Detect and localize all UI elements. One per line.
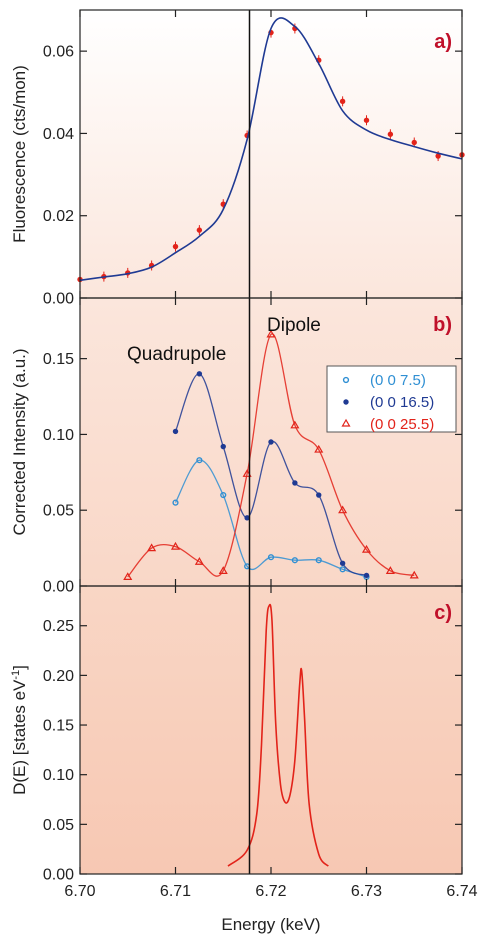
ytick-label-c-5: 0.25 xyxy=(43,618,74,635)
series-a-0-point-15 xyxy=(435,153,441,159)
ytick-label-c-2: 0.10 xyxy=(43,767,74,784)
axis-ticks: 0.00 0.02 0.04 0.06 0.00 0.05 0.10 0.15 0.00 0.05… xyxy=(43,10,478,900)
series-b-2-point-10 xyxy=(361,544,372,553)
series-b-2-point-9 xyxy=(338,505,348,514)
series-b-2-point-7 xyxy=(290,420,300,429)
series-b-1-fit-line xyxy=(174,373,367,577)
xtick-label-1: 6.71 xyxy=(160,883,191,900)
series-b-2-point-2 xyxy=(170,541,181,550)
series-b-0-point-2 xyxy=(220,491,227,499)
series-a-0-point-5 xyxy=(196,227,203,233)
series-b-1-point-3 xyxy=(244,515,250,521)
panel-b-tag: b) xyxy=(433,314,452,336)
y-axis-title-a: Fluorescence (cts/mon) xyxy=(10,65,29,243)
ytick-label-c-0: 0.00 xyxy=(43,867,74,884)
legend-label-0-0-16-5: (0 0 16.5) xyxy=(370,394,434,411)
legend-box: (0 0 7.5) (0 0 16.5) (0 0 25.5) xyxy=(326,365,457,433)
series-b-2-point-3 xyxy=(194,557,204,565)
series-a-0-point-11 xyxy=(339,98,346,105)
series-b-0-point-5 xyxy=(291,557,298,564)
panel-a-tag: a) xyxy=(434,31,452,53)
y-axis-title-c-suffix: ] xyxy=(10,665,29,670)
ytick-label-b-0: 0.00 xyxy=(43,579,74,596)
ytick-label-a-3: 0.06 xyxy=(43,44,74,61)
legend-marker-0-0-25-5 xyxy=(341,418,351,427)
ytick-label-a-1: 0.02 xyxy=(43,208,74,225)
series-b-1-point-1 xyxy=(196,371,203,377)
ytick-label-c-1: 0.05 xyxy=(43,817,74,834)
xtick-label-4: 6.74 xyxy=(446,883,477,900)
xtick-label-2: 6.72 xyxy=(255,883,286,900)
panel-c-tag: c) xyxy=(434,602,452,624)
ytick-label-b-2: 0.10 xyxy=(43,427,74,444)
ytick-label-c-3: 0.15 xyxy=(43,718,74,735)
series-a-0-point-4 xyxy=(172,243,179,250)
series-a-1-line xyxy=(79,17,463,282)
series-b-0-fit-line xyxy=(174,459,367,578)
series-b-0-point-1 xyxy=(196,457,203,464)
series-a-0-point-13 xyxy=(387,131,394,137)
annotation-dipole: Dipole xyxy=(267,315,321,336)
series-a-0-point-12 xyxy=(363,117,370,123)
series-b-1-point-0 xyxy=(172,428,179,435)
series-b-1-point-5 xyxy=(292,480,298,486)
series-b-1-point-4 xyxy=(268,439,274,445)
series-b-2-point-6 xyxy=(266,329,276,338)
legend-label-0-0-7-5: (0 0 7.5) xyxy=(370,372,426,389)
series-b-1-point-6 xyxy=(316,492,322,498)
series-b-1-point-8 xyxy=(363,572,370,579)
series-b-2-point-1 xyxy=(147,543,157,552)
panel-b-data xyxy=(123,329,419,581)
y-axis-title-c: D(E) [states eV-1] xyxy=(10,665,29,795)
ytick-label-a-0: 0.00 xyxy=(43,291,74,308)
ytick-label-b-3: 0.15 xyxy=(43,351,74,368)
series-b-2-point-11 xyxy=(385,566,395,574)
ytick-label-b-1: 0.05 xyxy=(43,503,74,520)
series-b-2-point-8 xyxy=(314,444,324,453)
xtick-label-3: 6.73 xyxy=(351,883,382,900)
legend-marker-0-0-7-5 xyxy=(342,376,350,384)
panel-c-background xyxy=(80,586,462,874)
series-b-0-point-6 xyxy=(315,557,322,564)
ytick-label-c-4: 0.20 xyxy=(43,668,74,685)
series-b-2-point-12 xyxy=(409,570,419,579)
series-b-1-point-7 xyxy=(339,560,346,566)
xtick-label-0: 6.70 xyxy=(64,883,95,900)
panel-c-data xyxy=(227,603,329,867)
panel-a-background xyxy=(80,10,462,298)
series-b-0-point-0 xyxy=(172,499,179,506)
series-b-0-point-4 xyxy=(267,554,275,561)
y-axis-title-b: Corrected Intensity (a.u.) xyxy=(10,348,29,535)
series-b-2-point-4 xyxy=(218,566,228,574)
series-b-1-point-2 xyxy=(220,443,226,450)
legend-label-0-0-25-5: (0 0 25.5) xyxy=(370,416,434,433)
legend-marker-0-0-16-5 xyxy=(343,399,349,405)
series-c-0-line xyxy=(227,603,329,867)
x-axis-title: Energy (keV) xyxy=(221,915,320,934)
series-b-0-point-7 xyxy=(339,566,346,573)
series-b-2-point-0 xyxy=(123,572,133,581)
series-a-0-point-14 xyxy=(411,139,417,146)
annotation-quadrupole: Quadrupole xyxy=(127,344,226,365)
y-axis-title-c-main: D(E) [states eV xyxy=(10,679,29,795)
y-axis-title-c-sup: -1 xyxy=(10,670,22,680)
ytick-label-a-2: 0.04 xyxy=(43,126,74,143)
